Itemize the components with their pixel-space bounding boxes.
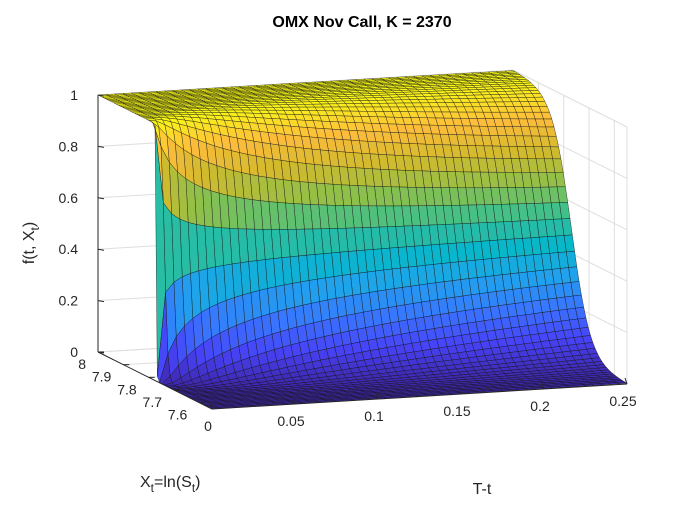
z-tick-label: 0.6 bbox=[59, 190, 79, 206]
x-tick-label: 0.25 bbox=[609, 393, 636, 409]
x-tick-label: 0.2 bbox=[530, 398, 550, 414]
x-tick-label: 0.15 bbox=[443, 403, 470, 419]
z-tick-mark bbox=[97, 197, 105, 200]
x-tick-label: 0 bbox=[204, 418, 212, 434]
z-tick-label: 0.4 bbox=[59, 241, 79, 257]
z-tick-mark bbox=[97, 145, 105, 148]
z-tick-label: 0.2 bbox=[59, 293, 79, 309]
chart-title: OMX Nov Call, K = 2370 bbox=[272, 14, 451, 31]
z-tick-mark bbox=[97, 300, 105, 303]
tick-labels: 0 0.05 0.1 0.15 0.2 0.257.67.77.87.9800.20.40… bbox=[59, 87, 637, 434]
x-axis-line bbox=[211, 383, 628, 410]
x-tick-mark bbox=[458, 387, 462, 395]
surface-plot bbox=[97, 70, 628, 410]
x-axis-label: T-t bbox=[473, 481, 492, 498]
y-tick-label: 7.7 bbox=[143, 394, 163, 410]
y-tick-label: 7.8 bbox=[117, 381, 137, 397]
z-tick-mark bbox=[97, 351, 105, 354]
x-tick-label: 0.05 bbox=[277, 413, 304, 429]
y-tick-label: 7.9 bbox=[92, 369, 112, 385]
x-tick-mark bbox=[209, 402, 213, 410]
x-tick-mark bbox=[375, 392, 379, 400]
z-tick-mark bbox=[97, 248, 105, 251]
y-tick-label: 8 bbox=[78, 356, 86, 372]
grid-line bbox=[512, 69, 628, 128]
z-tick-mark bbox=[97, 94, 105, 97]
x-tick-mark bbox=[624, 377, 628, 385]
y-axis-line bbox=[97, 351, 213, 410]
z-tick-label: 1 bbox=[70, 87, 78, 103]
z-tick-label: 0.8 bbox=[59, 138, 79, 154]
y-axis-label: Xt=ln(St) bbox=[140, 474, 200, 495]
x-tick-mark bbox=[541, 382, 545, 390]
y-tick-label: 7.6 bbox=[168, 407, 188, 423]
z-axis-label: f(t, Xt) bbox=[21, 222, 42, 264]
x-tick-mark bbox=[292, 397, 296, 405]
x-tick-label: 0.1 bbox=[364, 408, 384, 424]
z-tick-label: 0 bbox=[70, 344, 78, 360]
axes bbox=[97, 94, 628, 410]
